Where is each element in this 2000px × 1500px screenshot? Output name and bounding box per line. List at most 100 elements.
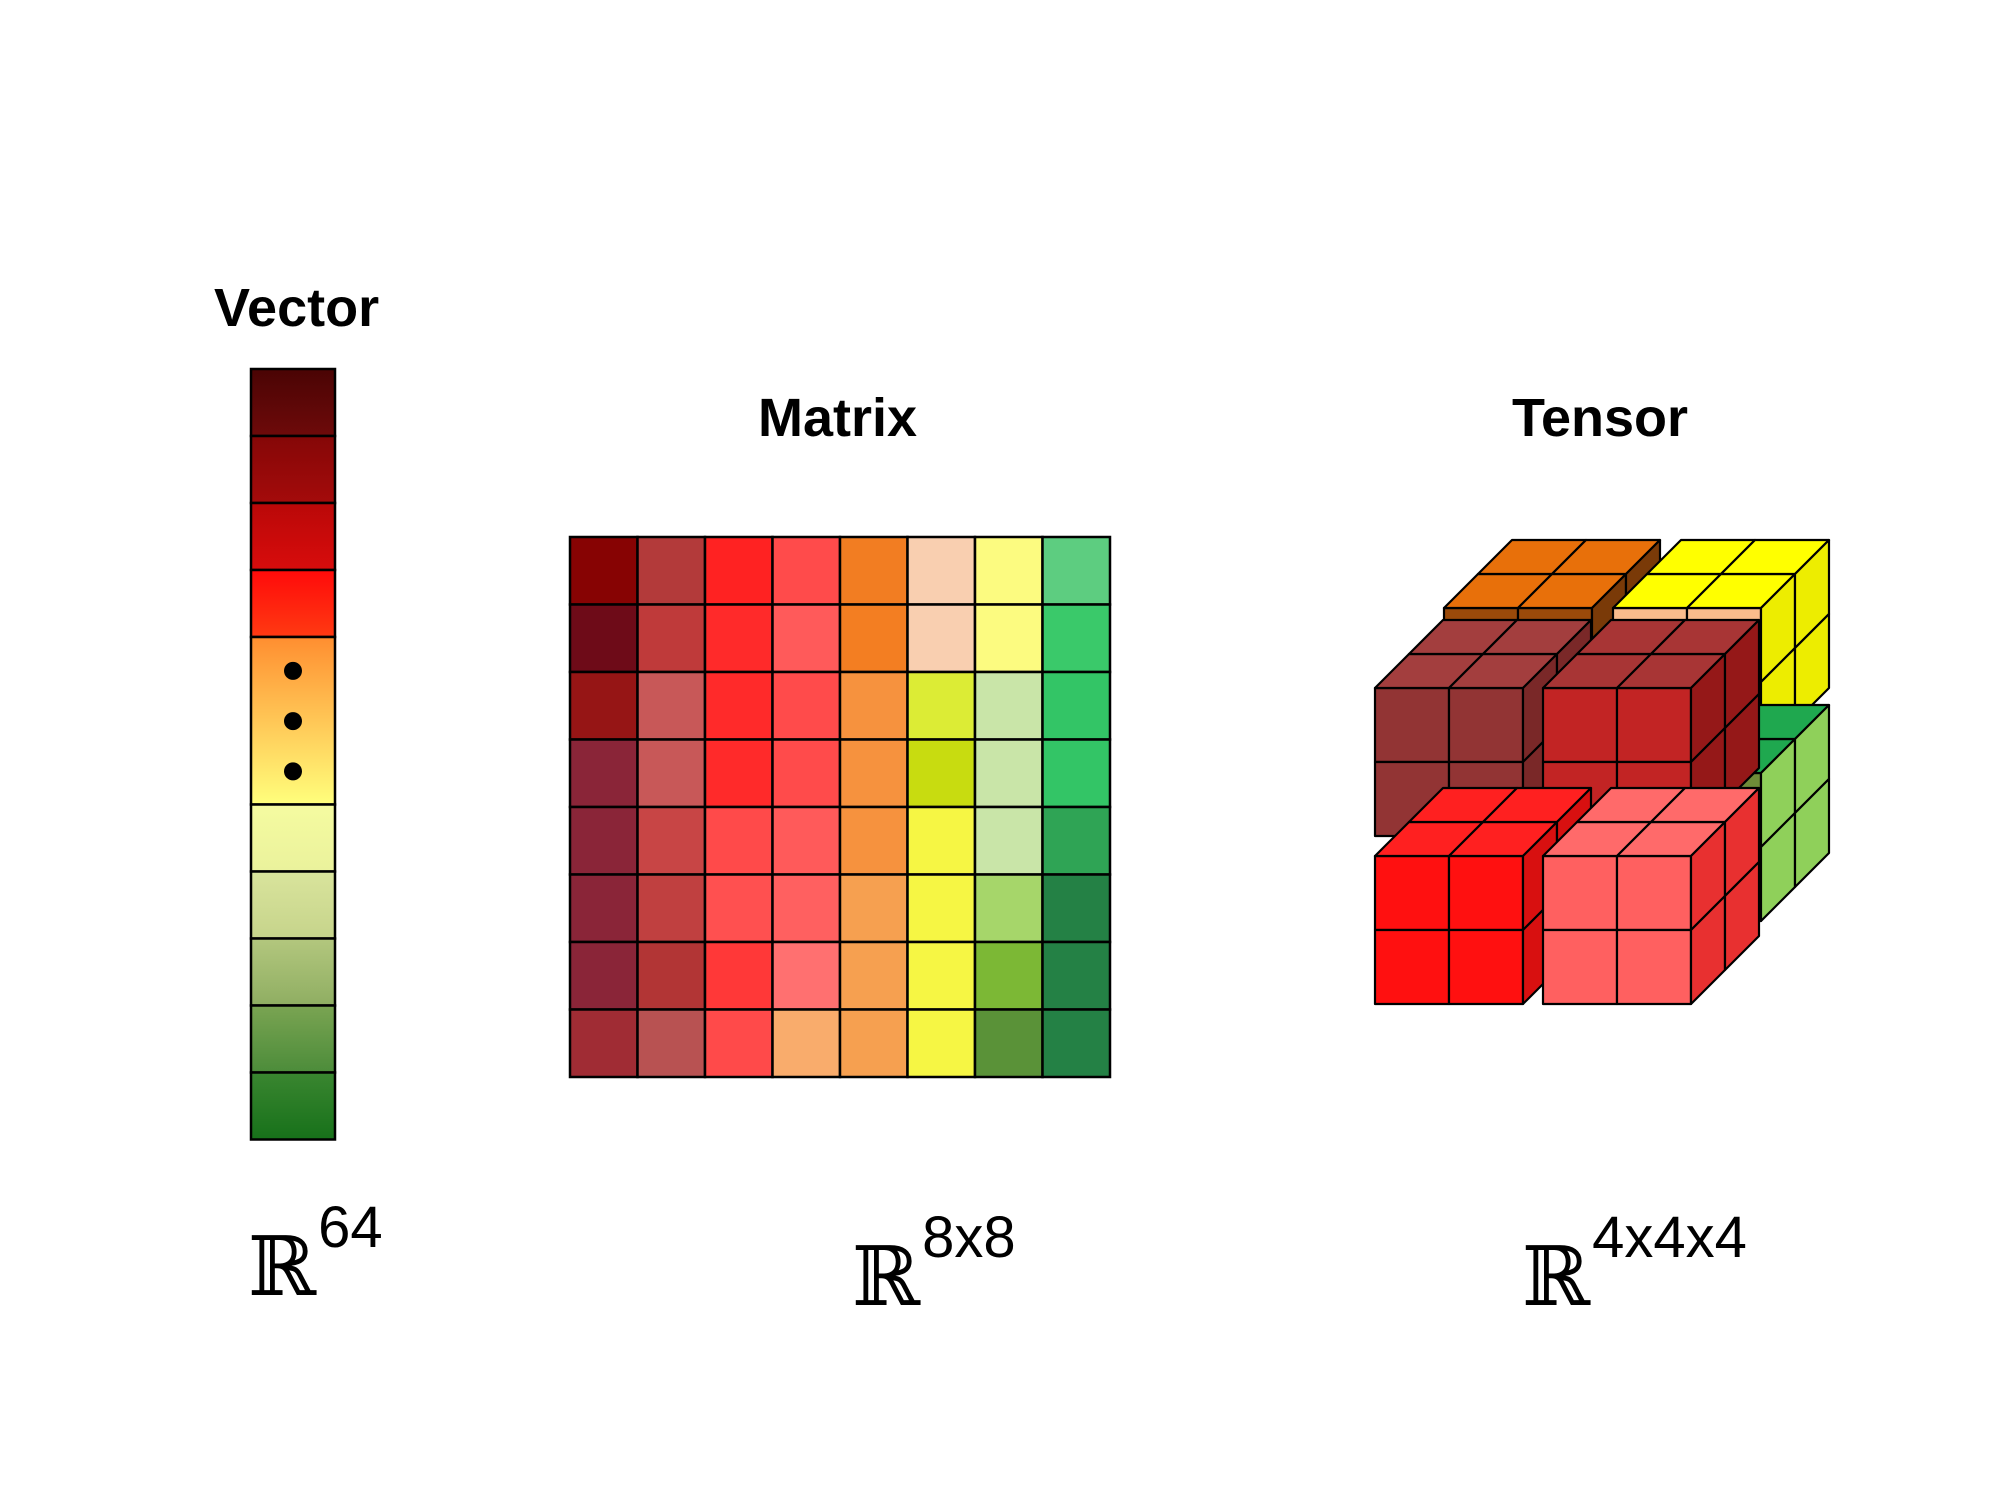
matrix-cell [1041, 1008, 1112, 1079]
matrix-cell [771, 738, 842, 809]
matrix-cell [703, 873, 774, 944]
matrix-cell [636, 670, 707, 741]
matrix-cell [838, 805, 909, 876]
matrix-cell [906, 670, 977, 741]
vector-cell [249, 434, 337, 505]
tensor-block-front-bottom-right [1541, 786, 1761, 1006]
matrix-cell [973, 940, 1044, 1011]
tensor-cube-face [1541, 854, 1619, 932]
matrix-cell [906, 535, 977, 606]
matrix-cell [973, 603, 1044, 674]
matrix-cell [906, 603, 977, 674]
tensor-cube-face [1447, 854, 1525, 932]
matrix-cell [703, 805, 774, 876]
tensor-cube-face [1373, 854, 1451, 932]
matrix-cell [906, 873, 977, 944]
vector-cell [249, 367, 337, 438]
matrix-cell [636, 738, 707, 809]
matrix-cell [838, 738, 909, 809]
matrix-cell [973, 805, 1044, 876]
tensor-block-front-bottom-left [1373, 786, 1593, 1006]
matrix-cell [973, 1008, 1044, 1079]
matrix-cell [771, 940, 842, 1011]
vector-dimension: 64 [318, 1195, 383, 1260]
matrix-cell [703, 940, 774, 1011]
matrix-cell [973, 738, 1044, 809]
matrix-cell [906, 940, 977, 1011]
matrix-cell [703, 603, 774, 674]
matrix-cell [973, 873, 1044, 944]
vector-cell [249, 568, 337, 639]
vector-cell [249, 1004, 337, 1074]
tensor-cube-face [1615, 854, 1693, 932]
matrix-cell [1041, 535, 1112, 606]
matrix-cell [771, 805, 842, 876]
matrix-dimension: 8x8 [922, 1205, 1016, 1270]
tensor-cube-face [1373, 686, 1451, 764]
matrix-cell [636, 535, 707, 606]
matrix-cell [636, 940, 707, 1011]
vector-cell [249, 937, 337, 1007]
matrix-cell [906, 738, 977, 809]
ellipsis-dot [284, 661, 302, 680]
matrix-cell [1041, 805, 1112, 876]
vector-cell [249, 501, 337, 572]
tensor-dimension: 4x4x4 [1592, 1205, 1747, 1270]
matrix-space-label: ℝ8x8 [852, 1205, 1016, 1325]
matrix-cell [771, 873, 842, 944]
matrix-cell [568, 670, 639, 741]
tensor-cube-face [1541, 686, 1619, 764]
matrix-cell [1041, 873, 1112, 944]
tensor-cube-face [1723, 692, 1761, 804]
matrix-cell [771, 1008, 842, 1079]
matrix-cell [906, 805, 977, 876]
matrix-cell [906, 1008, 977, 1079]
tensor-cube-face [1447, 686, 1525, 764]
matrix-cell [636, 805, 707, 876]
matrix-cell [973, 670, 1044, 741]
matrix-cell [568, 940, 639, 1011]
matrix-cell [703, 535, 774, 606]
tensor-cube-face [1793, 612, 1831, 724]
matrix-cell [568, 1008, 639, 1079]
tensor-cube-face [1615, 928, 1693, 1006]
real-numbers-symbol: ℝ [852, 1230, 921, 1325]
matrix-cell [636, 1008, 707, 1079]
matrix-cell [838, 873, 909, 944]
matrix-cell [636, 603, 707, 674]
vector-column [249, 367, 337, 1141]
matrix-cell [838, 670, 909, 741]
matrix-cell [1041, 603, 1112, 674]
tensor-cube-face [1723, 860, 1761, 972]
matrix-cell [1041, 940, 1112, 1011]
matrix-cell [771, 603, 842, 674]
matrix-cell [973, 535, 1044, 606]
tensor-cube-face [1615, 686, 1693, 764]
matrix-cell [636, 873, 707, 944]
matrix-cell [703, 1008, 774, 1079]
vector-space-label: ℝ64 [248, 1195, 383, 1315]
vector-cell [249, 1071, 337, 1141]
matrix-cell [771, 535, 842, 606]
vector-cell [249, 803, 337, 873]
tensor-space-label: ℝ4x4x4 [1522, 1205, 1747, 1325]
vector-cell [249, 870, 337, 940]
vector-title: Vector [214, 278, 380, 338]
matrix-cell [568, 873, 639, 944]
matrix-grid [568, 535, 1112, 1079]
matrix-cell [568, 738, 639, 809]
tensor-cube [1373, 538, 1831, 1006]
ellipsis-dot [284, 762, 302, 781]
matrix-cell [838, 603, 909, 674]
matrix-cell [703, 738, 774, 809]
real-numbers-symbol: ℝ [248, 1220, 317, 1315]
matrix-cell [568, 805, 639, 876]
tensor-cube-face [1793, 777, 1831, 889]
real-numbers-symbol: ℝ [1522, 1230, 1591, 1325]
matrix-cell [838, 940, 909, 1011]
tensor-cube-face [1373, 928, 1451, 1006]
matrix-cell [838, 535, 909, 606]
matrix-cell [568, 535, 639, 606]
matrix-cell [703, 670, 774, 741]
